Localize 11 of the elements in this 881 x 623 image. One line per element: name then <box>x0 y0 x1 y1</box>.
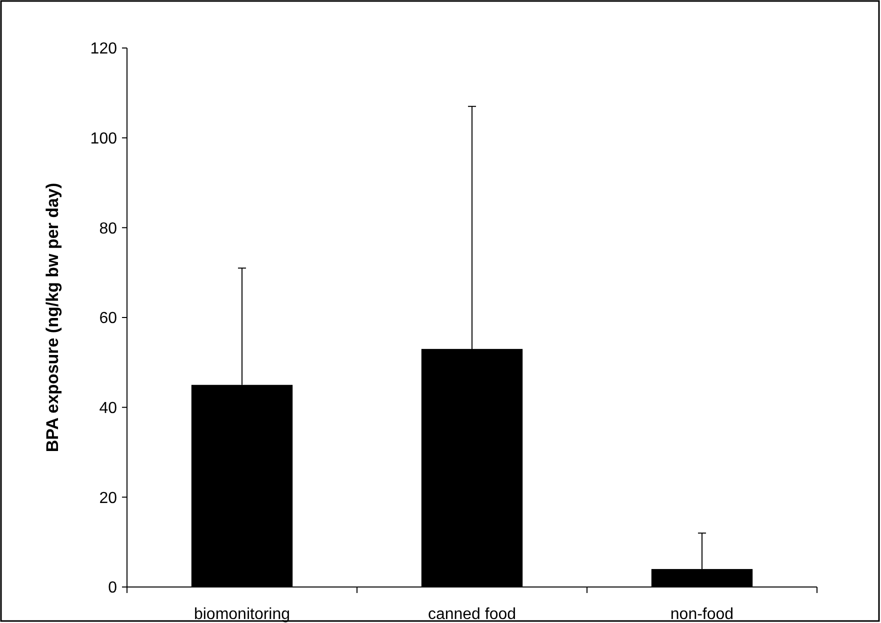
y-tick-label: 120 <box>90 40 118 58</box>
y-tick-label: 100 <box>90 130 118 148</box>
x-tick-label: biomonitoring <box>194 606 290 623</box>
y-tick-label: 20 <box>99 490 118 507</box>
y-tick-label: 0 <box>108 580 118 597</box>
y-tick-label: 40 <box>99 400 118 417</box>
y-tick-label: 80 <box>99 220 118 238</box>
x-tick-label: non-food <box>670 606 734 623</box>
y-tick-label: 60 <box>99 310 118 328</box>
x-tick-label: canned food <box>428 606 516 623</box>
y-axis-title: BPA exposure (ng/kg bw per day) <box>43 182 62 452</box>
